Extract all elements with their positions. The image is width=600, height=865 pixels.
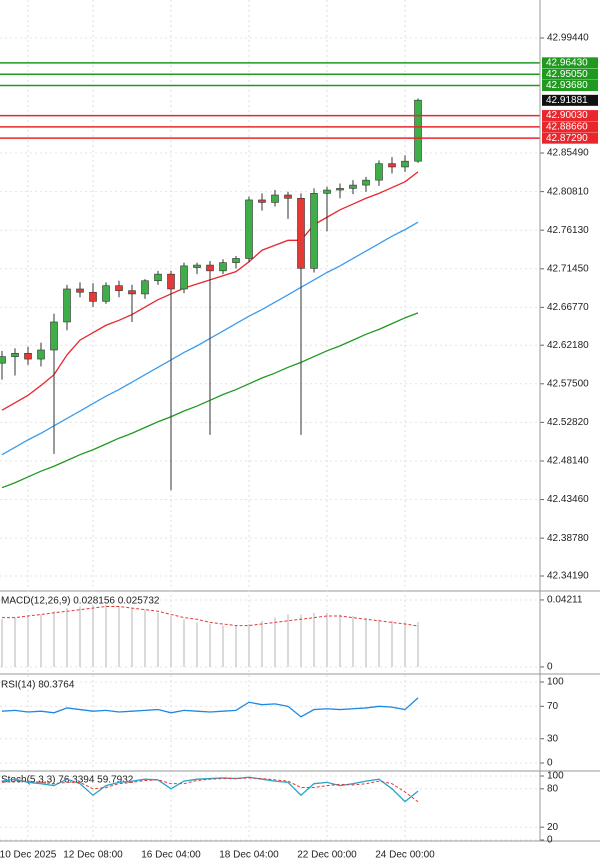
level-label: 42.87290 <box>546 133 588 144</box>
candle-body <box>50 321 58 351</box>
candle-body <box>297 197 305 269</box>
y-tick-label: 42.34190 <box>547 571 589 582</box>
x-tick-label: 16 Dec 04:00 <box>141 850 201 861</box>
candle-body <box>102 285 110 302</box>
panel-title: RSI(14) 80.3764 <box>1 680 75 691</box>
candle-body <box>115 285 123 291</box>
candle-body <box>375 163 383 181</box>
candle-body <box>271 194 279 203</box>
candle-body <box>284 194 292 199</box>
indicator-line <box>1 777 419 803</box>
candle-body <box>219 262 227 272</box>
x-tick-label: 22 Dec 00:00 <box>297 850 357 861</box>
level-label: 42.96430 <box>546 57 588 68</box>
y-tick-label: 42.99440 <box>547 33 589 44</box>
candle-body <box>89 291 97 302</box>
y-tick-label: 42.71450 <box>547 263 589 274</box>
y-tick-label: 0 <box>547 662 553 673</box>
x-tick-label: 10 Dec 2025 <box>0 850 57 861</box>
candle-body <box>362 179 370 186</box>
y-tick-label: 42.76130 <box>547 225 589 236</box>
y-tick-label: 80 <box>547 783 559 794</box>
candle-body <box>206 264 214 272</box>
y-tick-label: 42.57500 <box>547 378 589 389</box>
y-tick-label: 30 <box>547 733 559 744</box>
y-tick-label: 42.43460 <box>547 494 589 505</box>
y-tick-label: 0 <box>547 758 553 769</box>
y-tick-label: 42.38780 <box>547 533 589 544</box>
candle-body <box>24 352 32 360</box>
level-label-box <box>542 79 598 91</box>
indicator-line <box>1 697 419 718</box>
level-label-box <box>542 68 598 80</box>
candle-body <box>310 193 318 269</box>
y-tick-label: 42.85490 <box>547 148 589 159</box>
level-label: 42.95050 <box>546 69 588 80</box>
candle-body <box>11 352 19 357</box>
candle-body <box>336 188 344 191</box>
level-label: 42.93680 <box>546 80 588 91</box>
candle-body <box>414 99 422 162</box>
candle-body <box>141 280 149 295</box>
x-tick-label: 12 Dec 08:00 <box>63 850 123 861</box>
candle-body <box>63 288 71 323</box>
candle-body <box>154 273 162 282</box>
y-tick-label: 0.04211 <box>547 595 583 606</box>
level-label-box <box>542 57 598 69</box>
candle-body <box>232 258 240 263</box>
y-tick-label: 100 <box>547 771 564 782</box>
y-tick-label: 42.80810 <box>547 186 589 197</box>
y-tick-label: 42.62180 <box>547 340 589 351</box>
candle-body <box>401 160 409 168</box>
candle-body <box>323 189 331 194</box>
last-price-label: 42.91881 <box>546 95 588 106</box>
candle-body <box>167 273 175 290</box>
candle-body <box>193 264 201 268</box>
level-label-box <box>542 121 598 133</box>
level-label: 42.90030 <box>546 110 588 121</box>
y-tick-label: 70 <box>547 701 559 712</box>
candle-body <box>37 349 45 360</box>
candle-body <box>128 290 136 295</box>
panel-title: Stoch(5,3,3) 76.3394 59.7932 <box>1 775 134 786</box>
x-tick-label: 18 Dec 04:00 <box>219 850 279 861</box>
signal-line <box>2 605 419 627</box>
candle-body <box>388 163 396 168</box>
last-price-box <box>542 94 598 106</box>
candle-body <box>76 288 84 293</box>
y-tick-label: 100 <box>547 677 564 688</box>
candle-body <box>349 184 357 189</box>
candle-body <box>180 265 188 290</box>
y-tick-label: 0 <box>547 835 553 846</box>
candle-body <box>258 199 266 203</box>
candle-body <box>245 199 253 259</box>
panel-title: MACD(12,26,9) 0.028156 0.025732 <box>1 596 160 607</box>
y-tick-label: 42.52820 <box>547 417 589 428</box>
y-tick-label: 42.66770 <box>547 302 589 313</box>
level-label-box <box>542 132 598 144</box>
candle-body <box>0 356 6 364</box>
level-label: 42.88660 <box>546 122 588 133</box>
x-tick-label: 24 Dec 00:00 <box>375 850 435 861</box>
y-tick-label: 20 <box>547 822 559 833</box>
level-label-box <box>542 110 598 122</box>
y-tick-label: 42.48140 <box>547 456 589 467</box>
